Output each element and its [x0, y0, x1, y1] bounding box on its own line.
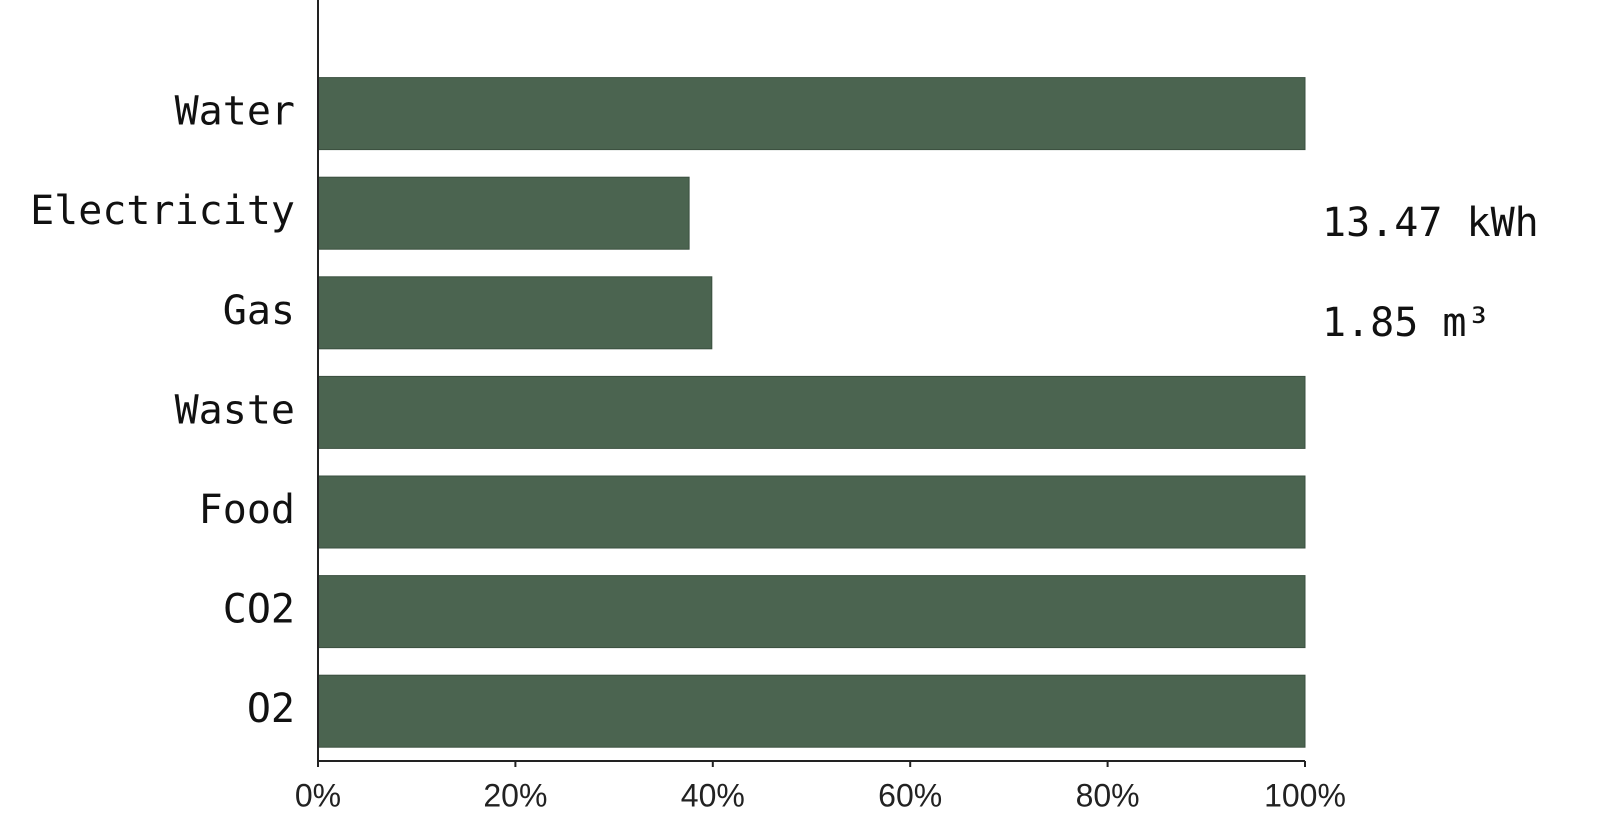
x-tick-label: 0%	[295, 777, 341, 813]
y-tick-label: CO2	[223, 587, 295, 633]
annotation: 1.85 m³	[1322, 300, 1491, 346]
annotation: 13.47 kWh	[1322, 200, 1539, 246]
y-tick-label: Electricity	[30, 188, 295, 234]
x-tick-label: 100%	[1264, 777, 1346, 813]
y-tick-label: Waste	[175, 387, 295, 433]
bar	[317, 276, 713, 350]
bar	[317, 77, 1306, 151]
bar	[317, 575, 1306, 649]
bar	[317, 674, 1306, 748]
x-tick-label: 60%	[878, 777, 942, 813]
bar	[317, 176, 690, 250]
x-tick-label: 20%	[483, 777, 547, 813]
x-tick-label: 80%	[1076, 777, 1140, 813]
bar	[317, 475, 1306, 549]
bar	[317, 375, 1306, 449]
y-tick-label: Gas	[223, 288, 295, 334]
x-tick-label: 40%	[681, 777, 745, 813]
y-tick-label: Food	[199, 487, 295, 533]
y-tick-label: Water	[175, 89, 295, 135]
y-tick-label: O2	[247, 686, 295, 732]
